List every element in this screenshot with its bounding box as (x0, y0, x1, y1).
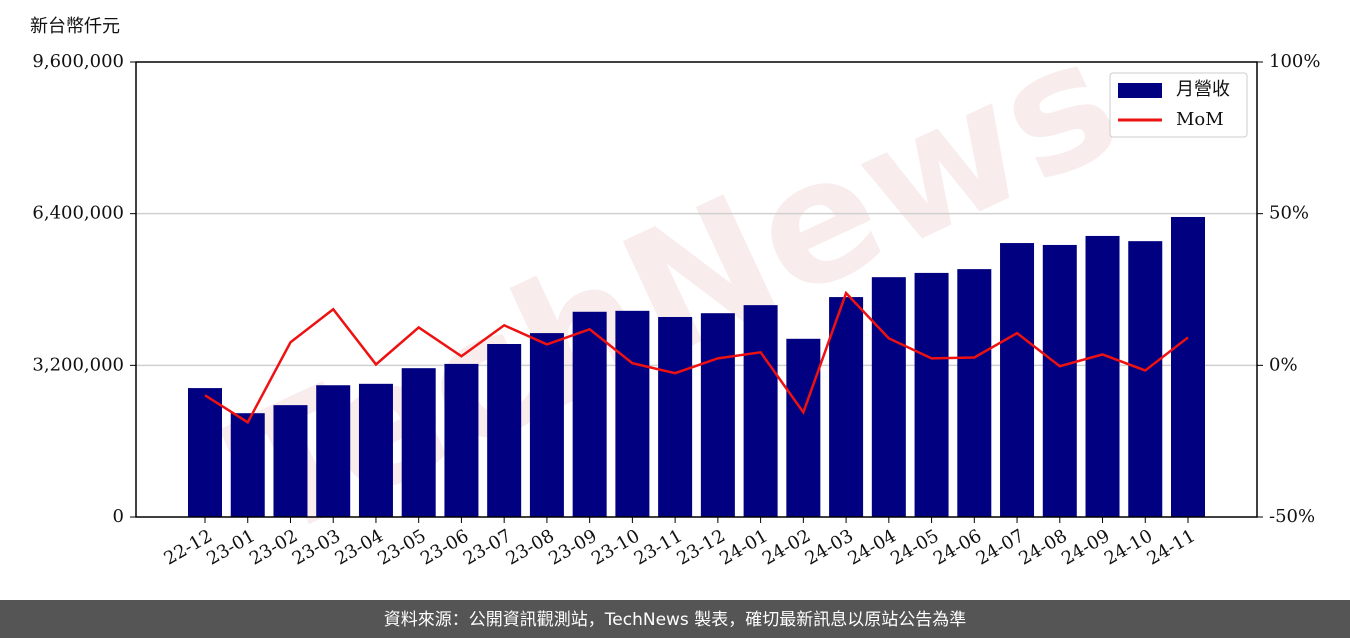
x-tick-label: 24-07 (973, 525, 1028, 569)
y2-tick-label: -50% (1269, 506, 1315, 527)
bar (1171, 216, 1205, 517)
x-tick-label: 23-11 (631, 525, 686, 569)
bar (700, 313, 735, 517)
x-tick-label: 23-12 (673, 525, 728, 569)
bar (615, 310, 650, 517)
bar (871, 277, 906, 517)
x-tick-label: 24-11 (1144, 525, 1199, 569)
bar (529, 333, 564, 517)
y2-tick-label: 0% (1269, 354, 1298, 375)
x-tick-label: 24-05 (887, 525, 942, 569)
bar (1000, 243, 1035, 518)
bar (1042, 244, 1077, 517)
bar (487, 344, 522, 517)
bar (316, 385, 351, 517)
bar (358, 383, 393, 517)
x-tick-label: 23-09 (545, 525, 600, 569)
x-tick-label: 24-01 (716, 525, 771, 569)
bar (1085, 235, 1120, 518)
bar (786, 338, 821, 517)
bar (957, 269, 992, 517)
bar (401, 368, 436, 517)
bar (829, 297, 864, 517)
x-tick-label: 24-04 (844, 525, 899, 569)
x-tick-label: 24-02 (759, 525, 814, 569)
y-tick-label: 9,600,000 (32, 51, 124, 72)
y-tick-label: 0 (113, 506, 124, 527)
x-tick-label: 24-08 (1015, 525, 1070, 569)
x-tick-label: 22-12 (161, 525, 216, 569)
x-tick-label: 23-07 (460, 525, 515, 569)
x-tick-label: 23-08 (502, 525, 557, 569)
bar (444, 363, 479, 517)
bar (273, 405, 308, 517)
legend-label: MoM (1176, 109, 1224, 130)
x-tick-label: 24-06 (930, 525, 985, 569)
legend-swatch (1118, 83, 1162, 98)
y-tick-label: 3,200,000 (32, 354, 124, 375)
bar (743, 305, 778, 517)
x-tick-label: 23-01 (203, 525, 258, 569)
line (204, 290, 1189, 425)
y-tick-label: 6,400,000 (32, 203, 124, 224)
footer-band (0, 600, 1350, 638)
x-tick-label: 23-10 (588, 525, 643, 569)
legend-label: 月營收 (1176, 79, 1230, 100)
bar (658, 316, 693, 517)
bar (230, 413, 265, 517)
x-tick-label: 24-03 (802, 525, 857, 569)
x-tick-label: 24-10 (1101, 525, 1156, 569)
plot-frame (135, 61, 1258, 518)
bar (188, 388, 222, 517)
bar (572, 311, 607, 517)
y2-tick-label: 50% (1269, 203, 1309, 224)
bar (1128, 241, 1163, 517)
footer: 資料來源：公開資訊觀測站，TechNews 製表，確切最新訊息以原站公告為準 (384, 610, 966, 630)
bar (914, 272, 949, 517)
x-tick-label: 24-09 (1058, 525, 1113, 569)
y-axis-label: 新台幣仟元 (30, 16, 120, 37)
x-tick-label: 23-06 (417, 525, 472, 569)
y2-tick-label: 100% (1269, 51, 1320, 72)
